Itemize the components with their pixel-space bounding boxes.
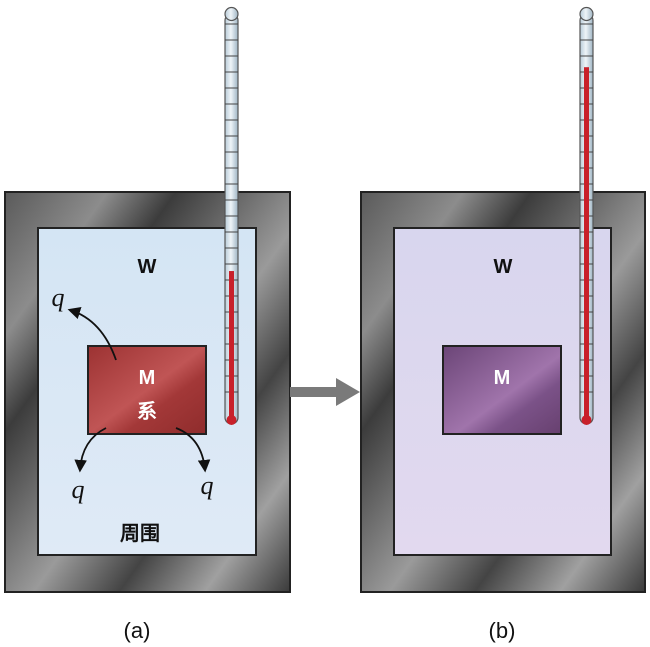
water-b bbox=[393, 227, 612, 556]
thermometer-liquid-b bbox=[584, 67, 589, 420]
thermometer-b bbox=[579, 6, 594, 425]
panel-a: W M 系 q q q 周围 (a) bbox=[4, 6, 291, 643]
system-label: 系 bbox=[137, 400, 157, 423]
water-label-b: W bbox=[494, 256, 513, 278]
heat-arrow-up bbox=[67, 306, 117, 361]
thermometer-liquid-a bbox=[229, 271, 234, 420]
heat-arrow-left bbox=[74, 427, 107, 473]
caption-a: (a) bbox=[124, 618, 151, 643]
metal-block-b bbox=[442, 345, 562, 435]
transition-arrow bbox=[290, 378, 360, 406]
water-label-a: W bbox=[138, 256, 157, 278]
panel-b: W M (b) bbox=[360, 6, 646, 643]
thermometer-a bbox=[224, 6, 239, 425]
caption-b: (b) bbox=[489, 618, 516, 643]
heat-label-2: q bbox=[72, 475, 85, 504]
heat-label-3: q bbox=[201, 471, 214, 500]
metal-block-a bbox=[87, 345, 207, 435]
heat-arrow-right bbox=[175, 427, 211, 473]
metal-label-b: M bbox=[494, 367, 511, 389]
surroundings-label: 周围 bbox=[120, 522, 160, 545]
heat-label-1: q bbox=[52, 283, 65, 312]
metal-label-a: M bbox=[139, 367, 156, 389]
